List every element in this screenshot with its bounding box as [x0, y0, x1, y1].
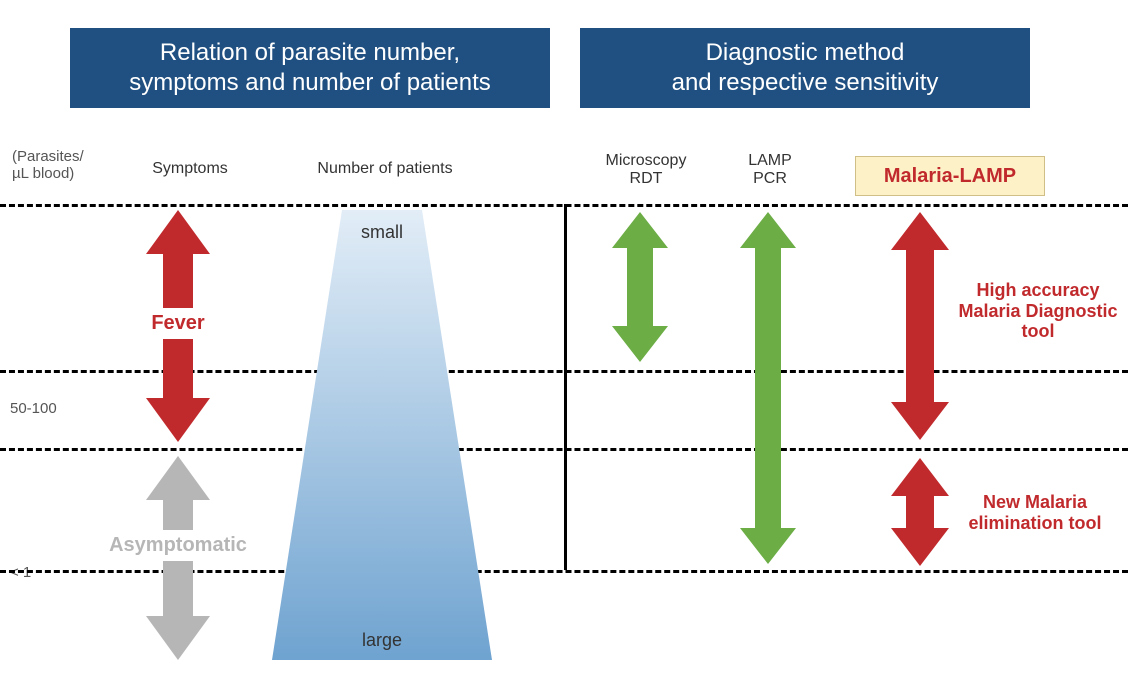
- axis-unit-line1: (Parasites/: [12, 148, 84, 165]
- malaria-lower-l2: elimination tool: [969, 513, 1102, 533]
- header-right-line1: Diagnostic method: [706, 39, 905, 66]
- axis-unit-label: (Parasites/ µL blood): [12, 148, 84, 182]
- malaria-upper-text: High accuracy Malaria Diagnostic tool: [948, 280, 1128, 342]
- header-left-line1: Relation of parasite number,: [160, 39, 460, 66]
- col-lamp-pcr-l1: LAMP: [748, 152, 792, 169]
- axis-tick-50-100: 50-100: [10, 400, 57, 417]
- lamp-pcr-arrow: [740, 212, 796, 564]
- vertical-divider: [564, 204, 567, 570]
- malaria-lamp-box: Malaria-LAMP: [855, 156, 1045, 196]
- microscopy-arrow: [612, 212, 668, 362]
- col-lamp-pcr-l2: PCR: [753, 170, 787, 187]
- col-microscopy-l1: Microscopy: [606, 152, 687, 169]
- malaria-lower-arrow: [891, 458, 949, 566]
- header-left-line2: symptoms and number of patients: [129, 69, 491, 96]
- malaria-lower-text: New Malaria elimination tool: [950, 492, 1120, 533]
- malaria-lower-l1: New Malaria: [983, 492, 1087, 512]
- col-lamp-pcr: LAMP PCR: [730, 152, 810, 189]
- col-symptoms: Symptoms: [135, 160, 245, 178]
- axis-unit-line2: µL blood): [12, 165, 74, 182]
- col-microscopy: Microscopy RDT: [586, 152, 706, 189]
- col-microscopy-l2: RDT: [630, 170, 663, 187]
- col-patients: Number of patients: [290, 160, 480, 178]
- header-left: Relation of parasite number, symptoms an…: [70, 28, 550, 108]
- asymptomatic-label: Asymptomatic: [83, 530, 273, 561]
- patients-triangle: [272, 210, 492, 660]
- header-right-line2: and respective sensitivity: [672, 69, 939, 96]
- malaria-upper-l1: High accuracy: [976, 280, 1099, 300]
- malaria-upper-arrow: [891, 212, 949, 440]
- malaria-upper-l2: Malaria Diagnostic tool: [958, 301, 1117, 342]
- header-right: Diagnostic method and respective sensiti…: [580, 28, 1030, 108]
- triangle-label-large: large: [342, 630, 422, 651]
- triangle-label-small: small: [342, 222, 422, 243]
- fever-label: Fever: [98, 308, 258, 339]
- malaria-lamp-label: Malaria-LAMP: [884, 165, 1016, 188]
